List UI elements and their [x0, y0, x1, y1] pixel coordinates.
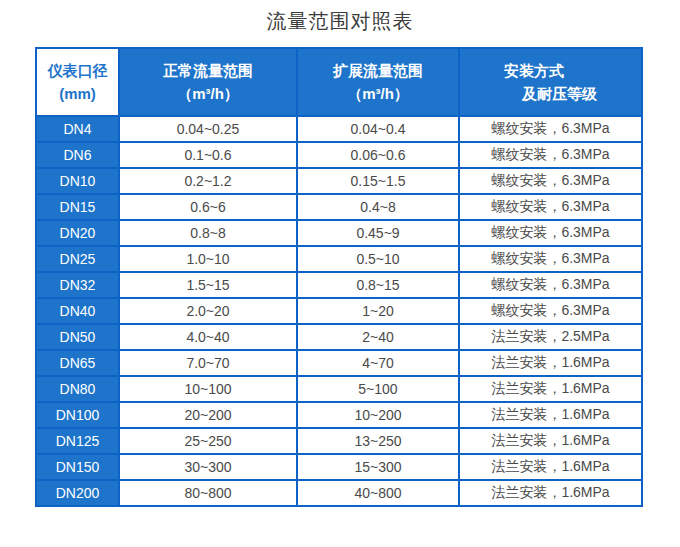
- table-row: DN150.6~60.4~8螺纹安装，6.3MPa: [36, 194, 642, 220]
- normal-range-cell: 0.2~1.2: [119, 168, 297, 194]
- page-title: 流量范围对照表: [0, 0, 680, 35]
- table-row: DN15030~30015~300法兰安装，1.6MPa: [36, 454, 642, 480]
- dn-cell: DN150: [36, 454, 119, 480]
- flow-range-table: 仪表口径 (mm) 正常流量范围 （m³/h） 扩展流量范围 （m³/h） 安装…: [35, 47, 643, 507]
- normal-range-cell: 2.0~20: [119, 298, 297, 324]
- install-cell: 法兰安装，1.6MPa: [459, 402, 642, 428]
- extended-range-cell: 0.45~9: [297, 220, 459, 246]
- table-row: DN200.8~80.45~9螺纹安装，6.3MPa: [36, 220, 642, 246]
- extended-range-cell: 0.15~1.5: [297, 168, 459, 194]
- install-cell: 螺纹安装，6.3MPa: [459, 220, 642, 246]
- table-row: DN20080~80040~800法兰安装，1.6MPa: [36, 480, 642, 506]
- normal-range-cell: 0.6~6: [119, 194, 297, 220]
- table-row: DN504.0~402~40法兰安装，2.5MPa: [36, 324, 642, 350]
- normal-range-cell: 0.1~0.6: [119, 142, 297, 168]
- extended-range-cell: 13~250: [297, 428, 459, 454]
- header-normal-line1: 正常流量范围: [120, 59, 296, 82]
- dn-cell: DN65: [36, 350, 119, 376]
- header-diameter-line1: 仪表口径: [37, 59, 118, 82]
- extended-range-cell: 0.4~8: [297, 194, 459, 220]
- dn-cell: DN4: [36, 116, 119, 142]
- extended-range-cell: 1~20: [297, 298, 459, 324]
- header-cell-extended-range: 扩展流量范围 （m³/h）: [297, 48, 459, 116]
- table-row: DN12525~25013~250法兰安装，1.6MPa: [36, 428, 642, 454]
- normal-range-cell: 10~100: [119, 376, 297, 402]
- table-row: DN60.1~0.60.06~0.6螺纹安装，6.3MPa: [36, 142, 642, 168]
- normal-range-cell: 7.0~70: [119, 350, 297, 376]
- install-cell: 螺纹安装，6.3MPa: [459, 142, 642, 168]
- normal-range-cell: 25~250: [119, 428, 297, 454]
- normal-range-cell: 30~300: [119, 454, 297, 480]
- table-row: DN657.0~704~70法兰安装，1.6MPa: [36, 350, 642, 376]
- install-cell: 法兰安装，1.6MPa: [459, 480, 642, 506]
- header-cell-installation: 安装方式 及耐压等级: [459, 48, 642, 116]
- dn-cell: DN125: [36, 428, 119, 454]
- extended-range-cell: 0.06~0.6: [297, 142, 459, 168]
- normal-range-cell: 0.8~8: [119, 220, 297, 246]
- table-header: 仪表口径 (mm) 正常流量范围 （m³/h） 扩展流量范围 （m³/h） 安装…: [36, 48, 642, 116]
- extended-range-cell: 0.5~10: [297, 246, 459, 272]
- page: 流量范围对照表 仪表口径 (mm) 正常流量范围 （m³/h） 扩展流量范围 （…: [0, 0, 680, 547]
- extended-range-cell: 15~300: [297, 454, 459, 480]
- table-row: DN100.2~1.20.15~1.5螺纹安装，6.3MPa: [36, 168, 642, 194]
- install-cell: 法兰安装，1.6MPa: [459, 350, 642, 376]
- dn-cell: DN32: [36, 272, 119, 298]
- header-extended-line1: 扩展流量范围: [298, 59, 458, 82]
- dn-cell: DN50: [36, 324, 119, 350]
- extended-range-cell: 2~40: [297, 324, 459, 350]
- install-cell: 螺纹安装，6.3MPa: [459, 168, 642, 194]
- install-cell: 法兰安装，1.6MPa: [459, 428, 642, 454]
- extended-range-cell: 0.8~15: [297, 272, 459, 298]
- header-cell-normal-range: 正常流量范围 （m³/h）: [119, 48, 297, 116]
- table-body: DN40.04~0.250.04~0.4螺纹安装，6.3MPaDN60.1~0.…: [36, 116, 642, 506]
- normal-range-cell: 80~800: [119, 480, 297, 506]
- dn-cell: DN25: [36, 246, 119, 272]
- dn-cell: DN40: [36, 298, 119, 324]
- normal-range-cell: 1.0~10: [119, 246, 297, 272]
- dn-cell: DN20: [36, 220, 119, 246]
- header-cell-diameter: 仪表口径 (mm): [36, 48, 119, 116]
- normal-range-cell: 4.0~40: [119, 324, 297, 350]
- install-cell: 螺纹安装，6.3MPa: [459, 116, 642, 142]
- extended-range-cell: 0.04~0.4: [297, 116, 459, 142]
- table-row: DN402.0~201~20螺纹安装，6.3MPa: [36, 298, 642, 324]
- extended-range-cell: 10~200: [297, 402, 459, 428]
- table-row: DN321.5~150.8~15螺纹安装，6.3MPa: [36, 272, 642, 298]
- extended-range-cell: 5~100: [297, 376, 459, 402]
- dn-cell: DN100: [36, 402, 119, 428]
- install-cell: 螺纹安装，6.3MPa: [459, 194, 642, 220]
- extended-range-cell: 40~800: [297, 480, 459, 506]
- table-row: DN8010~1005~100法兰安装，1.6MPa: [36, 376, 642, 402]
- table-row: DN251.0~100.5~10螺纹安装，6.3MPa: [36, 246, 642, 272]
- install-cell: 法兰安装，1.6MPa: [459, 376, 642, 402]
- header-diameter-line2: (mm): [37, 82, 118, 105]
- normal-range-cell: 0.04~0.25: [119, 116, 297, 142]
- table-row: DN40.04~0.250.04~0.4螺纹安装，6.3MPa: [36, 116, 642, 142]
- normal-range-cell: 1.5~15: [119, 272, 297, 298]
- table-row: DN10020~20010~200法兰安装，1.6MPa: [36, 402, 642, 428]
- normal-range-cell: 20~200: [119, 402, 297, 428]
- header-installation-line1: 安装方式: [504, 59, 597, 82]
- install-cell: 法兰安装，2.5MPa: [459, 324, 642, 350]
- install-cell: 螺纹安装，6.3MPa: [459, 246, 642, 272]
- dn-cell: DN6: [36, 142, 119, 168]
- header-normal-line2: （m³/h）: [120, 82, 296, 105]
- header-row: 仪表口径 (mm) 正常流量范围 （m³/h） 扩展流量范围 （m³/h） 安装…: [36, 48, 642, 116]
- extended-range-cell: 4~70: [297, 350, 459, 376]
- header-installation-block: 安装方式 及耐压等级: [504, 59, 597, 106]
- dn-cell: DN15: [36, 194, 119, 220]
- install-cell: 螺纹安装，6.3MPa: [459, 298, 642, 324]
- install-cell: 螺纹安装，6.3MPa: [459, 272, 642, 298]
- dn-cell: DN200: [36, 480, 119, 506]
- header-extended-line2: （m³/h）: [298, 82, 458, 105]
- header-installation-line2: 及耐压等级: [522, 82, 597, 105]
- dn-cell: DN80: [36, 376, 119, 402]
- install-cell: 法兰安装，1.6MPa: [459, 454, 642, 480]
- dn-cell: DN10: [36, 168, 119, 194]
